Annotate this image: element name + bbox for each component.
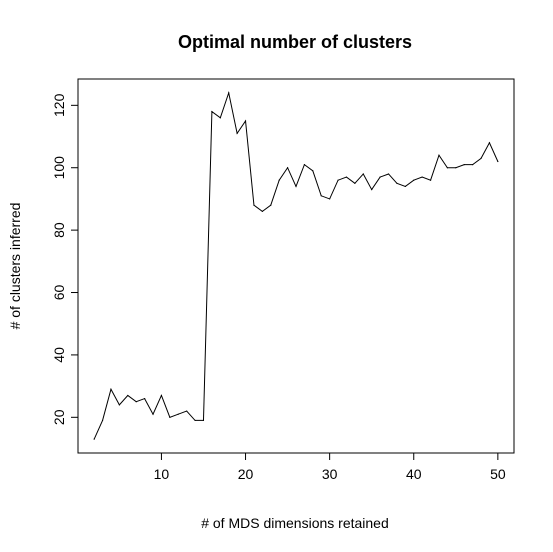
data-point	[211, 110, 213, 113]
y-tick-label: 80	[51, 222, 67, 238]
data-point	[362, 173, 364, 175]
data-point	[329, 198, 331, 200]
x-axis-label: # of MDS dimensions retained	[201, 515, 389, 531]
data-point	[93, 438, 95, 440]
data-point	[295, 185, 297, 188]
y-tick-label: 60	[51, 285, 67, 301]
data-point	[455, 167, 457, 169]
data-point	[379, 176, 381, 178]
data-point	[497, 160, 499, 163]
data-point	[345, 176, 348, 178]
data-point	[118, 404, 120, 406]
data-point	[236, 132, 238, 135]
data-point	[480, 157, 482, 159]
x-tick-label: 20	[238, 466, 254, 482]
data-point	[421, 176, 423, 178]
data-point	[169, 416, 171, 418]
x-tick-label: 10	[154, 466, 170, 482]
data-point	[278, 179, 280, 181]
x-tick-label: 30	[322, 466, 338, 482]
data-point	[144, 397, 146, 400]
data-point	[261, 210, 263, 213]
data-point	[371, 188, 373, 191]
y-tick-label: 20	[51, 409, 67, 425]
data-point	[135, 401, 137, 403]
data-point	[337, 179, 339, 181]
plot-frame	[77, 78, 515, 454]
y-axis-label: # of clusters inferred	[7, 203, 23, 330]
data-point	[429, 179, 432, 181]
data-point	[160, 394, 163, 397]
x-axis: 10 20 30 40 50	[154, 452, 506, 482]
data-point	[202, 419, 205, 422]
data-point	[177, 413, 179, 415]
x-tick-label: 50	[490, 466, 506, 482]
y-tick-label: 100	[51, 156, 67, 180]
data-point	[312, 170, 314, 172]
data-point	[253, 204, 255, 206]
data-point	[463, 164, 465, 166]
data-point	[152, 413, 154, 415]
data-point	[354, 182, 356, 184]
data-point	[101, 419, 104, 422]
data-point	[396, 182, 398, 184]
y-axis: 20 40 60 80 100 120	[51, 93, 79, 425]
data-point	[413, 179, 415, 181]
data-point	[446, 167, 448, 169]
chart-title: Optimal number of clusters	[178, 32, 412, 52]
data-point	[270, 204, 272, 206]
x-tick-label: 40	[406, 466, 422, 482]
data-point	[194, 419, 196, 422]
data-point	[438, 154, 440, 156]
data-point	[286, 167, 289, 169]
data-points	[93, 92, 499, 440]
data-point	[127, 394, 129, 397]
data-point	[488, 142, 491, 144]
y-tick-label: 40	[51, 347, 67, 363]
data-point	[320, 195, 322, 197]
data-point	[472, 164, 474, 166]
data-point	[404, 185, 406, 188]
data-point	[387, 173, 390, 175]
data-point	[303, 164, 306, 166]
data-point	[219, 117, 221, 119]
y-tick-label: 120	[51, 93, 67, 117]
data-point	[186, 410, 188, 412]
data-point	[228, 92, 230, 94]
data-point	[244, 120, 247, 122]
data-point	[110, 388, 112, 390]
series-line	[93, 90, 499, 440]
